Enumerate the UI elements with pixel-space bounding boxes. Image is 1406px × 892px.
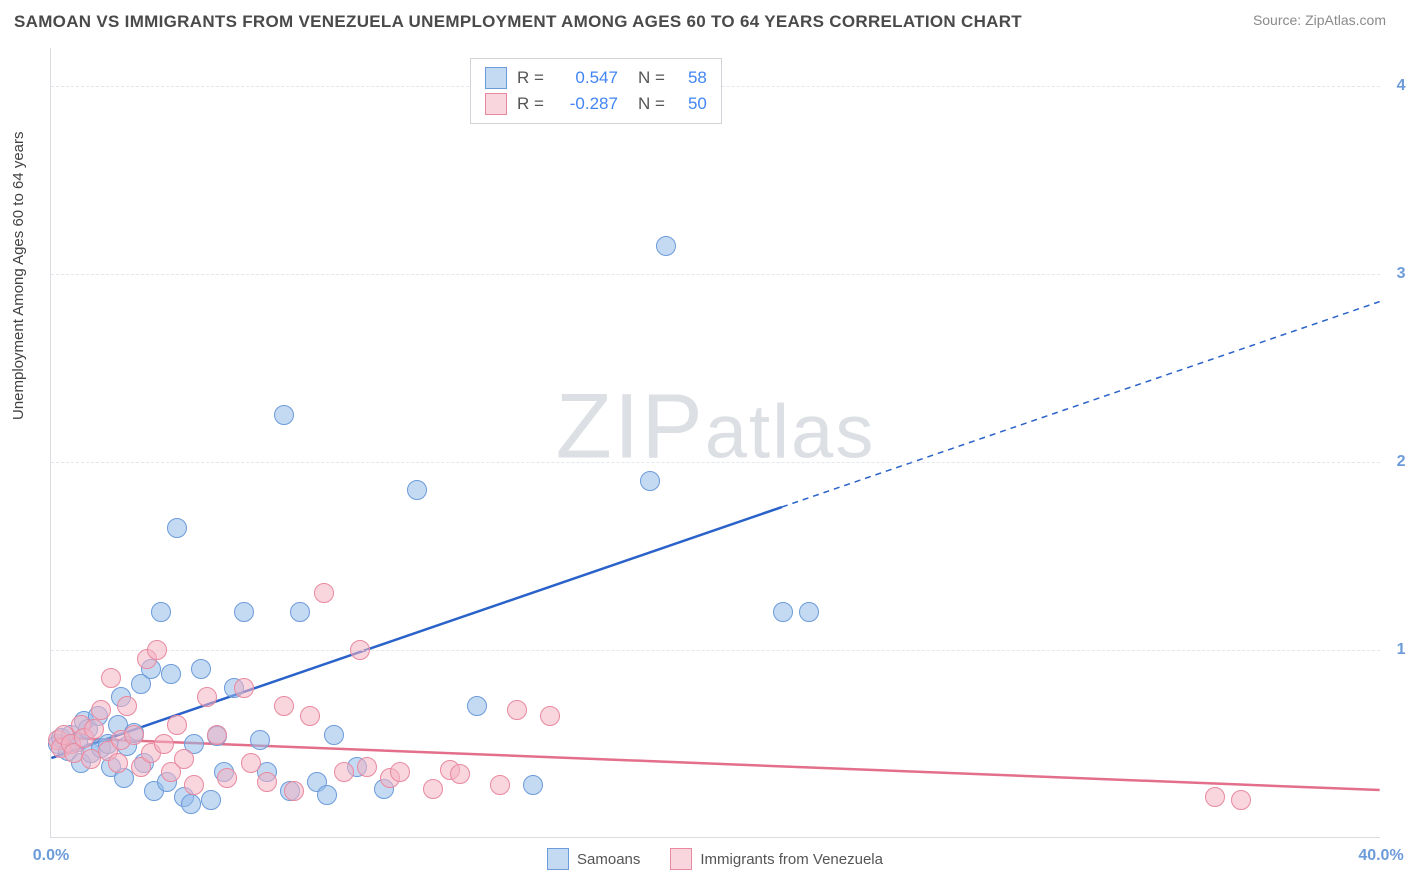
source-label: Source: ZipAtlas.com — [1253, 12, 1386, 28]
data-point — [523, 775, 543, 795]
data-point — [184, 775, 204, 795]
data-point — [423, 779, 443, 799]
data-point — [773, 602, 793, 622]
data-point — [450, 764, 470, 784]
data-point — [91, 700, 111, 720]
y-tick-label: 30.0% — [1386, 265, 1406, 283]
data-point — [490, 775, 510, 795]
data-point — [799, 602, 819, 622]
data-point — [201, 790, 221, 810]
data-point — [300, 706, 320, 726]
data-point — [234, 602, 254, 622]
legend-item: Samoans — [547, 848, 640, 870]
data-point — [191, 659, 211, 679]
data-point — [151, 602, 171, 622]
data-point — [108, 753, 128, 773]
data-point — [357, 757, 377, 777]
r-value: -0.287 — [554, 94, 618, 114]
legend-swatch — [670, 848, 692, 870]
legend-swatch — [485, 93, 507, 115]
data-point — [217, 768, 237, 788]
legend-label: Samoans — [577, 851, 640, 868]
data-point — [1231, 790, 1251, 810]
data-point — [147, 640, 167, 660]
data-point — [334, 762, 354, 782]
gridline — [51, 650, 1380, 651]
r-label: R = — [517, 68, 544, 88]
data-point — [274, 696, 294, 716]
data-point — [174, 749, 194, 769]
data-point — [181, 794, 201, 814]
chart-title: SAMOAN VS IMMIGRANTS FROM VENEZUELA UNEM… — [14, 12, 1022, 32]
data-point — [167, 715, 187, 735]
data-point — [350, 640, 370, 660]
data-point — [407, 480, 427, 500]
r-label: R = — [517, 94, 544, 114]
data-point — [161, 664, 181, 684]
data-point — [507, 700, 527, 720]
data-point — [117, 696, 137, 716]
data-point — [124, 725, 144, 745]
legend-item: Immigrants from Venezuela — [670, 848, 883, 870]
data-point — [250, 730, 270, 750]
y-tick-label: 20.0% — [1386, 453, 1406, 471]
data-point — [84, 719, 104, 739]
gridline — [51, 274, 1380, 275]
data-point — [540, 706, 560, 726]
n-value: 50 — [675, 94, 707, 114]
trend-lines — [51, 48, 1380, 837]
n-label: N = — [638, 68, 665, 88]
y-tick-label: 40.0% — [1386, 77, 1406, 95]
gridline — [51, 462, 1380, 463]
data-point — [467, 696, 487, 716]
data-point — [656, 236, 676, 256]
data-point — [324, 725, 344, 745]
legend-swatch — [547, 848, 569, 870]
stats-row: R = 0.547 N = 58 — [485, 65, 707, 91]
data-point — [274, 405, 294, 425]
plot-region: ZIPatlas 10.0%20.0%30.0%40.0%0.0%40.0% — [50, 48, 1380, 838]
data-point — [197, 687, 217, 707]
data-point — [390, 762, 410, 782]
legend-swatch — [485, 67, 507, 89]
data-point — [314, 583, 334, 603]
y-tick-label: 10.0% — [1386, 641, 1406, 659]
y-axis-title: Unemployment Among Ages 60 to 64 years — [10, 131, 27, 420]
data-point — [234, 678, 254, 698]
r-value: 0.547 — [554, 68, 618, 88]
data-point — [1205, 787, 1225, 807]
data-point — [241, 753, 261, 773]
data-point — [640, 471, 660, 491]
n-value: 58 — [675, 68, 707, 88]
data-point — [284, 781, 304, 801]
legend-label: Immigrants from Venezuela — [700, 851, 883, 868]
data-point — [257, 772, 277, 792]
stats-box: R = 0.547 N = 58 R = -0.287 N = 50 — [470, 58, 722, 124]
data-point — [101, 668, 121, 688]
legend: Samoans Immigrants from Venezuela — [50, 848, 1380, 870]
data-point — [154, 734, 174, 754]
data-point — [207, 725, 227, 745]
data-point — [290, 602, 310, 622]
stats-row: R = -0.287 N = 50 — [485, 91, 707, 117]
data-point — [317, 785, 337, 805]
n-label: N = — [638, 94, 665, 114]
chart-area: ZIPatlas 10.0%20.0%30.0%40.0%0.0%40.0% R… — [50, 48, 1380, 838]
data-point — [167, 518, 187, 538]
